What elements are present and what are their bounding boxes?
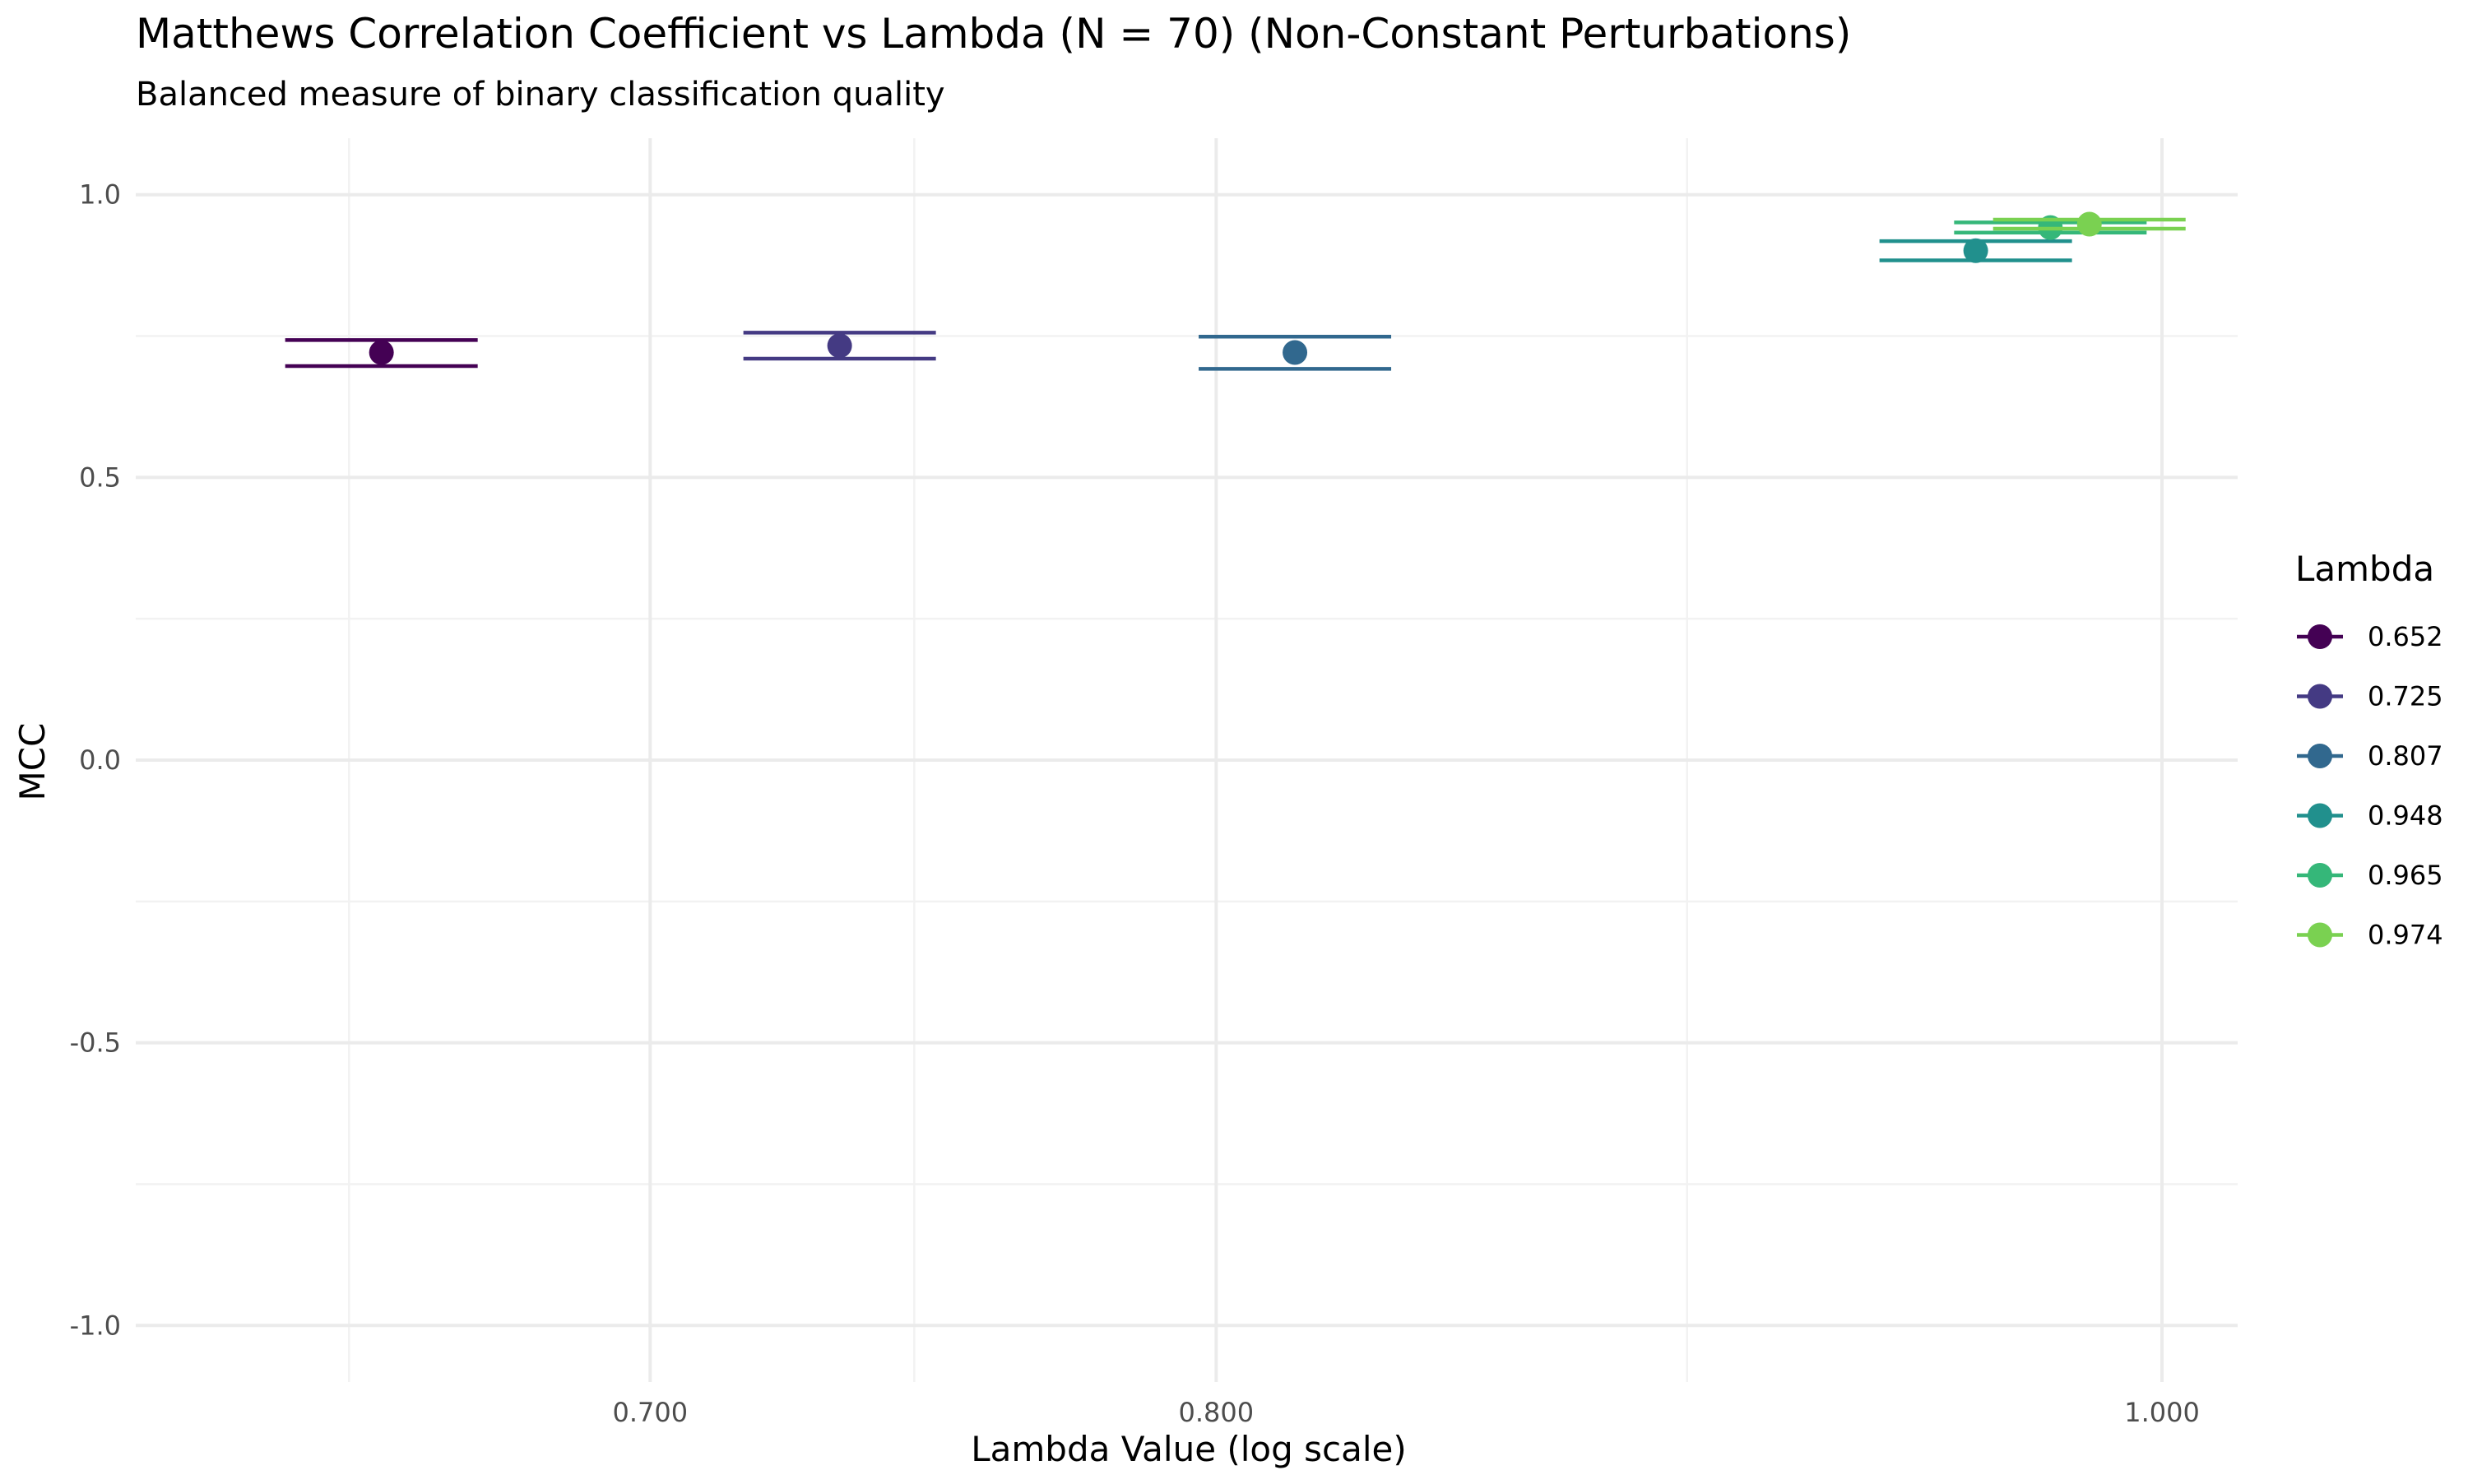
data-point bbox=[827, 333, 852, 359]
legend-item: 0.974 bbox=[2297, 920, 2443, 951]
legend-item: 0.948 bbox=[2297, 800, 2443, 832]
legend-label: 0.965 bbox=[2368, 860, 2443, 891]
data-point bbox=[369, 340, 394, 365]
x-tick-label: 0.800 bbox=[1179, 1397, 1255, 1428]
legend-key-point bbox=[2308, 803, 2332, 828]
legend-key-point bbox=[2308, 922, 2332, 948]
legend-key-point bbox=[2308, 744, 2332, 768]
chart-subtitle: Balanced measure of binary classificatio… bbox=[136, 76, 945, 114]
series-group bbox=[1879, 238, 2072, 263]
series-group bbox=[285, 338, 478, 369]
legend-label: 0.807 bbox=[2368, 740, 2443, 772]
x-tick-label: 0.700 bbox=[613, 1397, 689, 1428]
legend-label: 0.974 bbox=[2368, 920, 2443, 951]
x-axis-title: Lambda Value (log scale) bbox=[971, 1429, 1407, 1469]
legend-item: 0.725 bbox=[2297, 681, 2443, 712]
legend-key-point bbox=[2308, 863, 2332, 888]
y-tick-label: -1.0 bbox=[70, 1310, 121, 1341]
y-tick-label: 0.0 bbox=[79, 744, 121, 776]
y-tick-label: 1.0 bbox=[79, 179, 121, 211]
legend-key-point bbox=[2308, 624, 2332, 649]
legend-label: 0.652 bbox=[2368, 621, 2443, 652]
legend-title: Lambda bbox=[2295, 549, 2434, 589]
legend-label: 0.725 bbox=[2368, 681, 2443, 712]
grid-layer bbox=[136, 138, 2238, 1382]
data-layer bbox=[285, 211, 2186, 371]
legend-item: 0.965 bbox=[2297, 860, 2443, 891]
legend-item: 0.807 bbox=[2297, 740, 2443, 772]
y-tick-label: 0.5 bbox=[79, 461, 121, 493]
tick-labels: 1.0 0.5 0.0 -0.5 -1.0 0.700 0.800 1.000 bbox=[70, 179, 2200, 1428]
series-group bbox=[743, 331, 936, 361]
legend-key-point bbox=[2308, 684, 2332, 709]
legend-item: 0.652 bbox=[2297, 621, 2443, 652]
data-point bbox=[1283, 340, 1308, 365]
legend: Lambda 0.652 0.725 0.807 0.948 0.965 0.974 bbox=[2295, 549, 2443, 951]
y-tick-label: -0.5 bbox=[70, 1027, 121, 1059]
series-group bbox=[1199, 334, 1392, 371]
series-group bbox=[1992, 211, 2186, 237]
legend-label: 0.948 bbox=[2368, 800, 2443, 832]
data-point bbox=[2076, 211, 2102, 237]
data-point bbox=[1963, 238, 1988, 263]
x-tick-label: 1.000 bbox=[2124, 1397, 2200, 1428]
chart-title: Matthews Correlation Coefficient vs Lamb… bbox=[136, 10, 1851, 58]
y-axis-title: MCC bbox=[12, 723, 53, 801]
